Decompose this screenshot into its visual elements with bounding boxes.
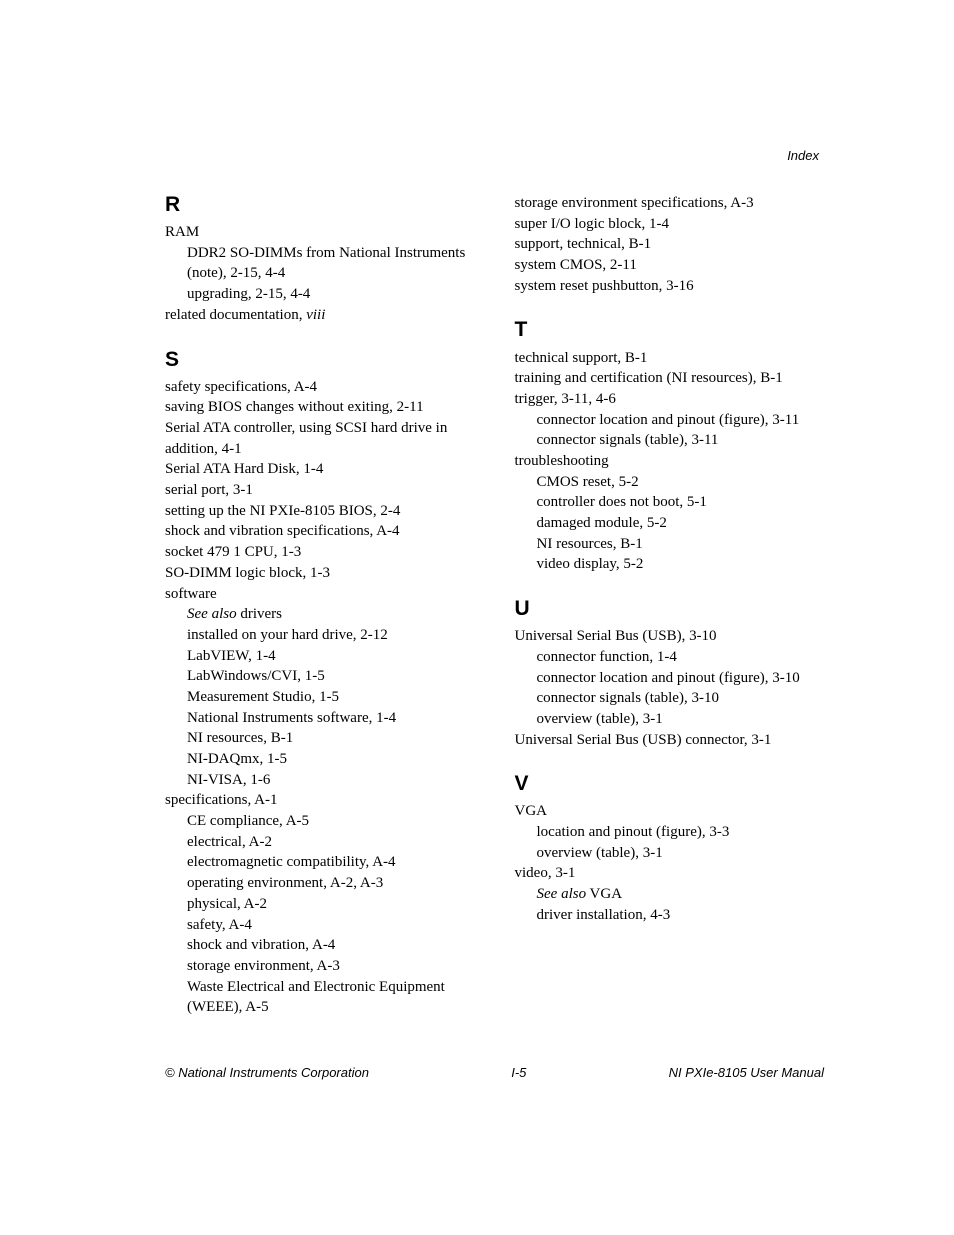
index-entry: technical support, B-1 [515, 348, 825, 369]
index-entry: electromagnetic compatibility, A-4 [187, 852, 475, 873]
index-entry: NI-DAQmx, 1-5 [187, 749, 475, 770]
index-section: R RAMDDR2 SO-DIMMs from National Instrume… [165, 193, 475, 326]
index-entry-text: related documentation, [165, 307, 306, 323]
index-entry: Serial ATA Hard Disk, 1-4 [165, 459, 475, 480]
index-entry: Measurement Studio, 1-5 [187, 687, 475, 708]
index-entry: CE compliance, A-5 [187, 811, 475, 832]
index-entry: See also drivers [187, 604, 475, 625]
index-entry: connector signals (table), 3-11 [537, 430, 825, 451]
index-entry: system CMOS, 2-11 [515, 255, 825, 276]
index-entry: connector signals (table), 3-10 [537, 688, 825, 709]
index-entry: software [165, 584, 475, 605]
index-entry: NI resources, B-1 [187, 728, 475, 749]
index-entry: related documentation, viii [165, 305, 475, 326]
index-entry-text: drivers [237, 606, 282, 622]
index-section: VVGAlocation and pinout (figure), 3-3ove… [515, 772, 825, 925]
index-entry: See also VGA [537, 884, 825, 905]
index-entry: VGA [515, 801, 825, 822]
index-entry: SO-DIMM logic block, 1-3 [165, 563, 475, 584]
index-letter-heading: T [515, 318, 825, 341]
index-entry-text: See also [537, 886, 587, 902]
index-section: Ssafety specifications, A-4saving BIOS c… [165, 348, 475, 1018]
index-entry: operating environment, A-2, A-3 [187, 873, 475, 894]
index-entry: setting up the NI PXIe-8105 BIOS, 2-4 [165, 501, 475, 522]
index-entry-text: VGA [586, 886, 622, 902]
index-entry: storage environment, A-3 [187, 956, 475, 977]
index-entry: connector location and pinout (figure), … [537, 410, 825, 431]
index-entry: socket 479 1 CPU, 1-3 [165, 542, 475, 563]
index-entry: RAM [165, 222, 475, 243]
index-entry: connector function, 1-4 [537, 647, 825, 668]
index-entry: shock and vibration, A-4 [187, 935, 475, 956]
index-entry: training and certification (NI resources… [515, 368, 825, 389]
index-entry: National Instruments software, 1-4 [187, 708, 475, 729]
index-entry: connector location and pinout (figure), … [537, 668, 825, 689]
index-entry: storage environment specifications, A-3 [515, 193, 825, 214]
index-entry: video, 3-1 [515, 863, 825, 884]
index-letter-heading: V [515, 772, 825, 795]
footer-left: © National Instruments Corporation [165, 1065, 369, 1080]
index-entry: upgrading, 2-15, 4-4 [187, 284, 475, 305]
index-columns: R RAMDDR2 SO-DIMMs from National Instrume… [165, 193, 824, 1040]
index-entry: video display, 5-2 [537, 554, 825, 575]
index-entry: Universal Serial Bus (USB) connector, 3-… [515, 730, 825, 751]
page-footer: © National Instruments Corporation I-5 N… [165, 1065, 824, 1080]
index-entry: shock and vibration specifications, A-4 [165, 521, 475, 542]
index-entry: trigger, 3-11, 4-6 [515, 389, 825, 410]
index-entry: installed on your hard drive, 2-12 [187, 625, 475, 646]
index-entry: serial port, 3-1 [165, 480, 475, 501]
index-entry: troubleshooting [515, 451, 825, 472]
index-entry: overview (table), 3-1 [537, 709, 825, 730]
index-entry: saving BIOS changes without exiting, 2-1… [165, 397, 475, 418]
index-left-column: R RAMDDR2 SO-DIMMs from National Instrume… [165, 193, 475, 1040]
index-entry: CMOS reset, 5-2 [537, 472, 825, 493]
index-entry: specifications, A-1 [165, 790, 475, 811]
footer-center: I-5 [511, 1065, 526, 1080]
index-entry: overview (table), 3-1 [537, 843, 825, 864]
index-entry: system reset pushbutton, 3-16 [515, 276, 825, 297]
index-entry: driver installation, 4-3 [537, 905, 825, 926]
index-entry: electrical, A-2 [187, 832, 475, 853]
index-letter-heading: S [165, 348, 475, 371]
index-entry: LabVIEW, 1-4 [187, 646, 475, 667]
index-entry: controller does not boot, 5-1 [537, 492, 825, 513]
index-entry: safety specifications, A-4 [165, 377, 475, 398]
index-entry-text: viii [306, 307, 325, 323]
index-entry: super I/O logic block, 1-4 [515, 214, 825, 235]
index-section: UUniversal Serial Bus (USB), 3-10connect… [515, 597, 825, 750]
page-header-right: Index [787, 148, 819, 163]
index-entry: LabWindows/CVI, 1-5 [187, 666, 475, 687]
index-entry: DDR2 SO-DIMMs from National Instruments … [187, 243, 475, 284]
index-entry: safety, A-4 [187, 915, 475, 936]
footer-right: NI PXIe-8105 User Manual [669, 1065, 824, 1080]
index-entry-text: See also [187, 606, 237, 622]
index-entry: NI resources, B-1 [537, 534, 825, 555]
index-right-column: storage environment specifications, A-3s… [515, 193, 825, 1040]
index-entry: location and pinout (figure), 3-3 [537, 822, 825, 843]
index-letter-heading: R [165, 193, 475, 216]
index-entry: Waste Electrical and Electronic Equipmen… [187, 977, 475, 1018]
index-entry: physical, A-2 [187, 894, 475, 915]
index-entry: damaged module, 5-2 [537, 513, 825, 534]
index-entry: support, technical, B-1 [515, 234, 825, 255]
index-entry: Universal Serial Bus (USB), 3-10 [515, 626, 825, 647]
index-entry: Serial ATA controller, using SCSI hard d… [165, 418, 475, 459]
index-entry: NI-VISA, 1-6 [187, 770, 475, 791]
index-section: Ttechnical support, B-1training and cert… [515, 318, 825, 575]
index-letter-heading: U [515, 597, 825, 620]
index-section: storage environment specifications, A-3s… [515, 193, 825, 296]
